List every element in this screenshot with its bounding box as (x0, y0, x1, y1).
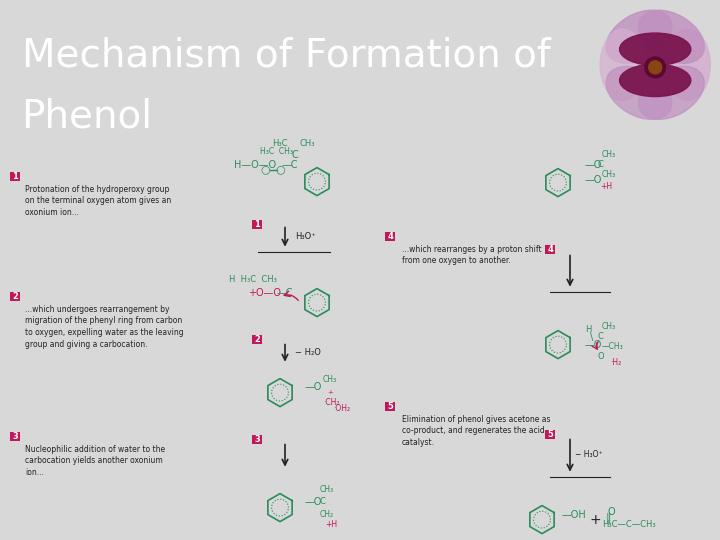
Ellipse shape (620, 64, 691, 97)
Text: —C: —C (282, 160, 298, 170)
FancyBboxPatch shape (10, 292, 19, 301)
Text: —O: —O (305, 497, 323, 507)
Text: CH₂: CH₂ (320, 510, 334, 519)
Text: O: O (598, 352, 605, 361)
Circle shape (649, 61, 662, 74)
Ellipse shape (606, 10, 672, 63)
Text: \: \ (590, 332, 593, 342)
Text: Elimination of phenol gives acetone as
co-product, and regenerates the acid
cata: Elimination of phenol gives acetone as c… (402, 415, 551, 447)
Text: 3: 3 (254, 435, 260, 444)
Text: ⁺: ⁺ (327, 389, 333, 400)
Text: H₃C: H₃C (272, 139, 288, 147)
FancyBboxPatch shape (252, 335, 262, 345)
FancyBboxPatch shape (385, 232, 395, 241)
FancyBboxPatch shape (10, 172, 19, 181)
Text: Phenol: Phenol (22, 97, 153, 135)
Text: H  H₃C  CH₃: H H₃C CH₃ (229, 275, 277, 284)
Text: H: H (585, 325, 591, 334)
Text: O: O (608, 507, 616, 517)
Text: +H: +H (325, 520, 337, 529)
Text: Mechanism of Formation of: Mechanism of Formation of (22, 36, 550, 75)
Ellipse shape (606, 66, 672, 119)
Ellipse shape (665, 29, 710, 100)
Text: —O: —O (585, 174, 603, 185)
Text: —OH: —OH (562, 510, 587, 519)
Text: 2: 2 (254, 335, 260, 344)
Text: ·H₂: ·H₂ (610, 358, 621, 367)
Text: —C: —C (276, 288, 293, 298)
Text: 2: 2 (12, 292, 18, 301)
Text: ·OH₂: ·OH₂ (333, 404, 350, 413)
Text: CH₃: CH₃ (320, 485, 334, 494)
Text: +H: +H (600, 182, 612, 191)
Text: ...which rearranges by a proton shift
from one oxygen to another.: ...which rearranges by a proton shift fr… (402, 245, 541, 265)
Text: —CH₃: —CH₃ (602, 342, 624, 351)
Text: C: C (320, 497, 326, 506)
FancyBboxPatch shape (545, 245, 555, 254)
Text: 1: 1 (12, 172, 18, 181)
Text: 4: 4 (547, 245, 553, 254)
Ellipse shape (639, 10, 704, 63)
Text: 3: 3 (12, 432, 18, 441)
Text: H—O—O: H—O—O (234, 160, 276, 170)
Ellipse shape (639, 66, 704, 119)
Text: CH₃: CH₃ (323, 375, 337, 384)
Text: ○: ○ (275, 165, 285, 174)
Text: +O—O: +O—O (248, 288, 282, 298)
FancyBboxPatch shape (10, 432, 19, 441)
Text: H₃C—C—CH₃: H₃C—C—CH₃ (602, 520, 656, 529)
Text: CH₃: CH₃ (602, 170, 616, 179)
Text: H₃C  CH₃: H₃C CH₃ (261, 147, 294, 156)
Text: Nucleophilic addition of water to the
carbocation yields another oxonium
ion...: Nucleophilic addition of water to the ca… (25, 444, 165, 477)
Text: +: + (589, 512, 600, 526)
Text: CH₃: CH₃ (602, 322, 616, 331)
Text: − H₃O⁺: − H₃O⁺ (575, 450, 603, 459)
Text: —O: —O (305, 382, 323, 392)
Text: 5: 5 (387, 402, 393, 411)
Text: ‖: ‖ (606, 512, 611, 523)
Ellipse shape (620, 33, 691, 65)
Text: 4: 4 (387, 232, 393, 241)
Circle shape (645, 57, 665, 78)
Text: 5: 5 (547, 430, 553, 439)
Text: C: C (598, 160, 604, 169)
Text: ·CH₂: ·CH₂ (323, 398, 340, 407)
FancyBboxPatch shape (385, 402, 395, 411)
Text: C: C (292, 150, 298, 160)
Text: H₃O⁺: H₃O⁺ (295, 232, 316, 241)
Text: —O: —O (585, 340, 603, 349)
Text: CH₃: CH₃ (300, 139, 315, 147)
FancyBboxPatch shape (252, 220, 262, 229)
Text: ○: ○ (260, 165, 270, 174)
FancyBboxPatch shape (252, 435, 262, 444)
Text: ...which undergoes rearrangement by
migration of the phenyl ring from carbon
to : ...which undergoes rearrangement by migr… (25, 305, 184, 349)
FancyBboxPatch shape (545, 430, 555, 440)
Text: 1: 1 (254, 220, 260, 229)
Text: CH₃: CH₃ (602, 150, 616, 159)
Text: —O: —O (585, 160, 603, 170)
Text: Protonation of the hydroperoxy group
on the terminal oxygen atom gives an
oxoniu: Protonation of the hydroperoxy group on … (25, 185, 171, 217)
Text: − H₂O: − H₂O (295, 348, 321, 357)
Ellipse shape (600, 29, 646, 100)
Text: C: C (598, 332, 604, 341)
